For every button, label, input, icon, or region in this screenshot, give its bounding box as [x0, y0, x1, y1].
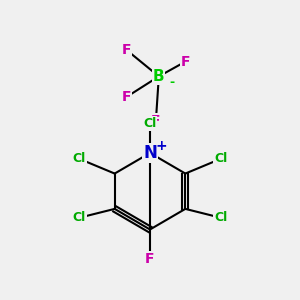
Text: F: F [122, 43, 131, 57]
Text: Cl: Cl [73, 211, 86, 224]
Text: N: N [143, 144, 157, 162]
Text: +: + [155, 139, 167, 153]
Text: Cl: Cl [214, 211, 227, 224]
Text: F: F [181, 55, 190, 69]
Text: F: F [145, 252, 155, 266]
Text: Cl: Cl [73, 152, 86, 165]
Text: F: F [122, 90, 131, 104]
Text: Cl: Cl [143, 117, 157, 130]
Text: F: F [151, 114, 160, 128]
Text: -: - [169, 76, 175, 89]
Text: Cl: Cl [214, 152, 227, 165]
Text: B: B [153, 69, 165, 84]
